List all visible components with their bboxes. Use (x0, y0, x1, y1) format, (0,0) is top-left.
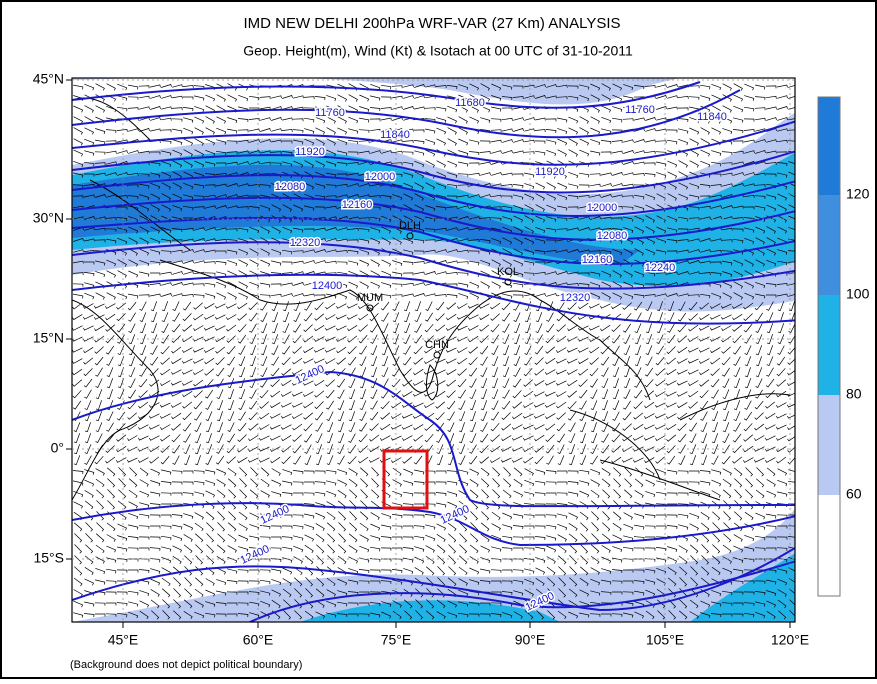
map-field: 11680 11760 11760 11840 11840 11920 11920 12000… (72, 78, 795, 622)
colorbar-low (818, 495, 840, 596)
contour-label: 12080 (597, 230, 628, 242)
colorbar-frame (817, 96, 841, 597)
contour-label: 12320 (560, 292, 591, 304)
lat-label: 15°S (33, 550, 64, 566)
contour-label: 12000 (365, 171, 396, 183)
lat-label: 15°N (33, 330, 64, 346)
lon-label: 90°E (515, 632, 546, 648)
contour-label: 11760 (625, 104, 655, 116)
contour-label: 11840 (380, 129, 410, 141)
colorbar-label: 60 (846, 486, 862, 502)
map-frame (71, 77, 796, 623)
lon-label: 105°E (646, 632, 684, 648)
isotach-80-south (300, 553, 795, 622)
colorbar-label: 120 (846, 186, 870, 202)
contour-label: 11920 (535, 166, 565, 178)
contour-label: 12240 (645, 262, 676, 274)
contour-label: 12000 (587, 202, 618, 214)
station-label: CHN (425, 339, 449, 351)
contour-label: 12080 (275, 181, 306, 193)
lon-label: 45°E (108, 632, 139, 648)
axes: 45°N 30°N 15°N 0° 15°S 45°E 60°E 75°E 90°E 105°E 1… (33, 71, 809, 648)
isotach-100 (72, 164, 640, 265)
lon-label: 75°E (381, 632, 412, 648)
highlight-box (382, 449, 429, 510)
colorbar-120 (818, 97, 840, 195)
colorbar-label: 100 (846, 286, 870, 302)
lat-label: 45°N (33, 71, 64, 87)
subtitle: Geop. Height(m), Wind (Kt) & Isotach at … (243, 43, 633, 59)
colorbar: 120 100 80 60 (817, 96, 870, 597)
station-label: MUM (357, 292, 383, 304)
contour-label: 12400 (312, 280, 343, 292)
station-label: DLH (399, 220, 421, 232)
footnote: (Background does not depict political bo… (70, 659, 302, 671)
station-marker (504, 278, 512, 286)
lat-label: 30°N (33, 210, 64, 226)
isotach-60-north (72, 78, 680, 105)
contour-label: 11840 (697, 111, 727, 123)
contour-label: 12160 (582, 254, 613, 266)
colorbar-80 (818, 295, 840, 395)
lon-label: 60°E (243, 632, 274, 648)
contour-label: 12320 (290, 237, 321, 249)
contour-label: 11920 (295, 146, 325, 158)
station-label: KOL (497, 266, 519, 278)
station-marker (406, 232, 414, 240)
contour-label: 11760 (315, 107, 345, 119)
contour-label: 11680 (455, 97, 485, 109)
height-contours (72, 81, 795, 622)
colorbar-100 (818, 195, 840, 295)
title: IMD NEW DELHI 200hPa WRF-VAR (27 Km) ANA… (243, 15, 620, 32)
contour-label: 12160 (342, 199, 373, 211)
colorbar-label: 80 (846, 386, 862, 402)
station-marker (366, 304, 374, 312)
lat-label: 0° (51, 440, 64, 456)
station-marker (433, 351, 441, 359)
isotach-60-south (72, 508, 795, 622)
colorbar-60 (818, 395, 840, 495)
lon-label: 120°E (771, 632, 809, 648)
